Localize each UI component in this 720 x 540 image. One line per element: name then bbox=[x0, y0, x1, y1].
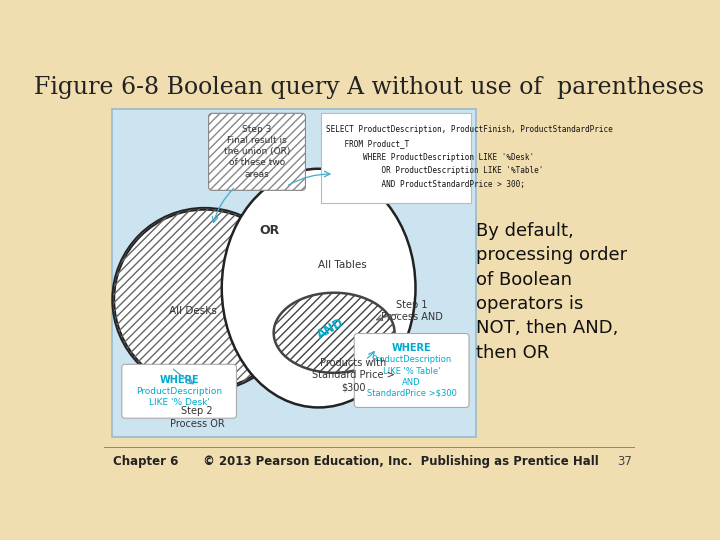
Text: Products with
Standard Price >
$300: Products with Standard Price > $300 bbox=[312, 357, 395, 393]
Text: Figure 6-8 Boolean query A without use of  parentheses: Figure 6-8 Boolean query A without use o… bbox=[34, 76, 704, 99]
Text: AND ProductStandardPrice > 300;: AND ProductStandardPrice > 300; bbox=[325, 180, 524, 190]
Text: SELECT ProductDescription, ProductFinish, ProductStandardPrice: SELECT ProductDescription, ProductFinish… bbox=[325, 125, 612, 134]
Text: All Tables: All Tables bbox=[318, 260, 366, 270]
Text: Step 3
Final result is
the union (OR)
of these two
areas: Step 3 Final result is the union (OR) of… bbox=[224, 125, 290, 179]
Text: WHERE ProductDescription LIKE '%Desk': WHERE ProductDescription LIKE '%Desk' bbox=[325, 153, 534, 161]
Text: ProductDescription
LIKE '% Desk': ProductDescription LIKE '% Desk' bbox=[136, 387, 222, 407]
Ellipse shape bbox=[222, 168, 415, 408]
Text: WHERE: WHERE bbox=[159, 375, 199, 384]
FancyBboxPatch shape bbox=[321, 113, 472, 202]
Text: FROM Product_T: FROM Product_T bbox=[325, 139, 409, 148]
Circle shape bbox=[113, 209, 296, 390]
Text: Chapter 6      © 2013 Pearson Education, Inc.  Publishing as Prentice Hall: Chapter 6 © 2013 Pearson Education, Inc.… bbox=[113, 455, 599, 468]
FancyBboxPatch shape bbox=[354, 334, 469, 408]
FancyBboxPatch shape bbox=[209, 113, 305, 190]
Text: AND: AND bbox=[315, 316, 346, 342]
Text: OR: OR bbox=[260, 224, 280, 237]
FancyBboxPatch shape bbox=[112, 110, 476, 437]
Text: All Desks: All Desks bbox=[169, 306, 217, 316]
Text: 37: 37 bbox=[618, 455, 632, 468]
FancyBboxPatch shape bbox=[122, 364, 236, 418]
Ellipse shape bbox=[274, 293, 395, 373]
Text: OR ProductDescription LIKE '%Table': OR ProductDescription LIKE '%Table' bbox=[325, 166, 543, 176]
Text: By default,
processing order
of Boolean
operators is
NOT, then AND,
then OR: By default, processing order of Boolean … bbox=[476, 222, 627, 362]
Text: ProductDescription
LIKE '% Table'
AND
StandardPrice >$300: ProductDescription LIKE '% Table' AND St… bbox=[366, 355, 456, 398]
Text: WHERE: WHERE bbox=[392, 343, 431, 353]
Text: Step 2
Process OR: Step 2 Process OR bbox=[170, 406, 225, 429]
Text: Step 1
Process AND: Step 1 Process AND bbox=[381, 300, 443, 322]
